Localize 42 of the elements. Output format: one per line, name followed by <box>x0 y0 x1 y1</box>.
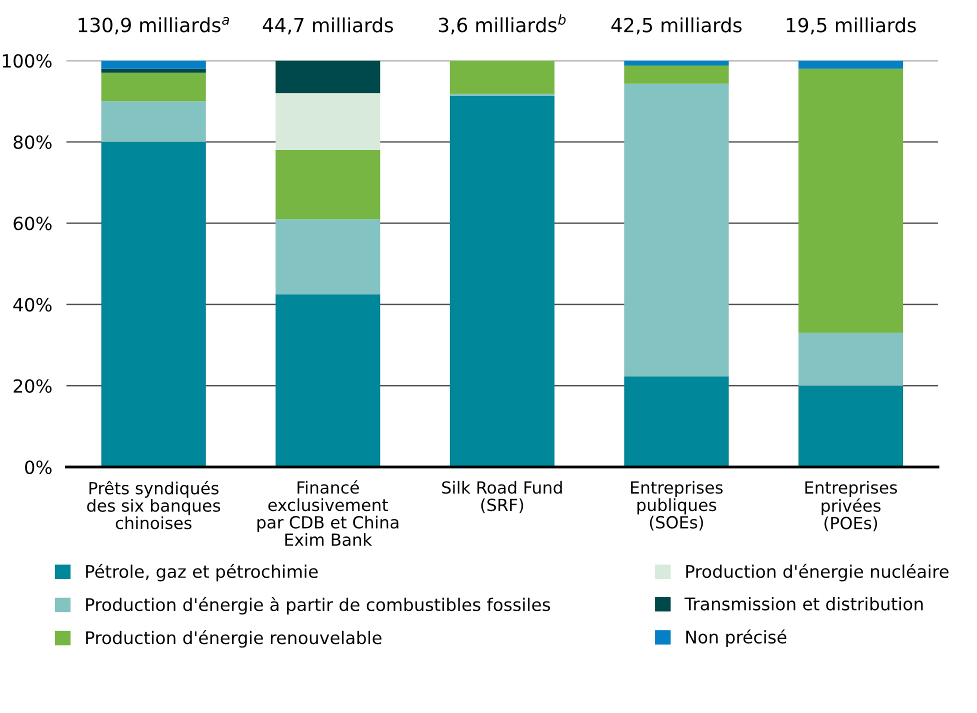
bar <box>624 84 729 376</box>
legend-label: Production d'énergie renouvelable <box>86 630 382 648</box>
x-tick-label: Entreprises privées (POEs) <box>805 480 897 532</box>
bar <box>276 294 380 468</box>
legend-label: Production d'énergie à partir de combustibles fossiles <box>86 597 550 615</box>
bar <box>276 93 380 150</box>
y-tick-label: 80% <box>14 135 52 150</box>
bar <box>101 72 206 102</box>
bar <box>798 332 904 386</box>
bar <box>450 96 554 468</box>
bar <box>624 65 729 84</box>
bar <box>101 68 206 73</box>
bar <box>101 142 206 468</box>
y-tick-label: 0% <box>25 460 52 474</box>
y-tick-label: 20% <box>14 379 52 393</box>
text: 19,5 milliards <box>786 17 916 34</box>
legend-label: Non précisé <box>686 629 786 647</box>
bar <box>798 68 904 333</box>
bar <box>276 60 380 94</box>
bar <box>101 101 206 142</box>
text: 44,7 milliards <box>262 17 393 34</box>
bar <box>624 60 729 66</box>
text: 42,5 milliards <box>611 17 742 34</box>
x-tick-label: Entreprises publiques (SOEs) <box>631 480 723 531</box>
y-tick-label: 60% <box>14 216 52 230</box>
legend-label: Pétrole, gaz et pétrochimie <box>86 564 318 582</box>
bar <box>798 60 904 69</box>
x-tick-label: Silk Road Fund (SRF) <box>442 480 562 514</box>
bar <box>624 376 729 468</box>
x-tick-label: Prêts syndiqués des six banques chinoises <box>87 480 220 530</box>
y-tick-label: 100% <box>2 54 52 68</box>
bar <box>276 219 380 294</box>
text: 3,6 milliards$^{b}$ <box>438 14 566 34</box>
bar <box>101 60 206 69</box>
bar <box>798 386 904 468</box>
x-tick-label: Financé exclusivement par CDB et China Exim Bank <box>257 480 398 546</box>
bar <box>450 60 554 94</box>
legend-label: Transmission et distribution <box>684 597 923 610</box>
y-tick-label: 40% <box>13 298 52 312</box>
legend-label: Production d'énergie nucléaire <box>686 564 948 582</box>
bar <box>276 150 380 220</box>
text: 130,9 milliards$^{a}$ <box>78 17 229 34</box>
